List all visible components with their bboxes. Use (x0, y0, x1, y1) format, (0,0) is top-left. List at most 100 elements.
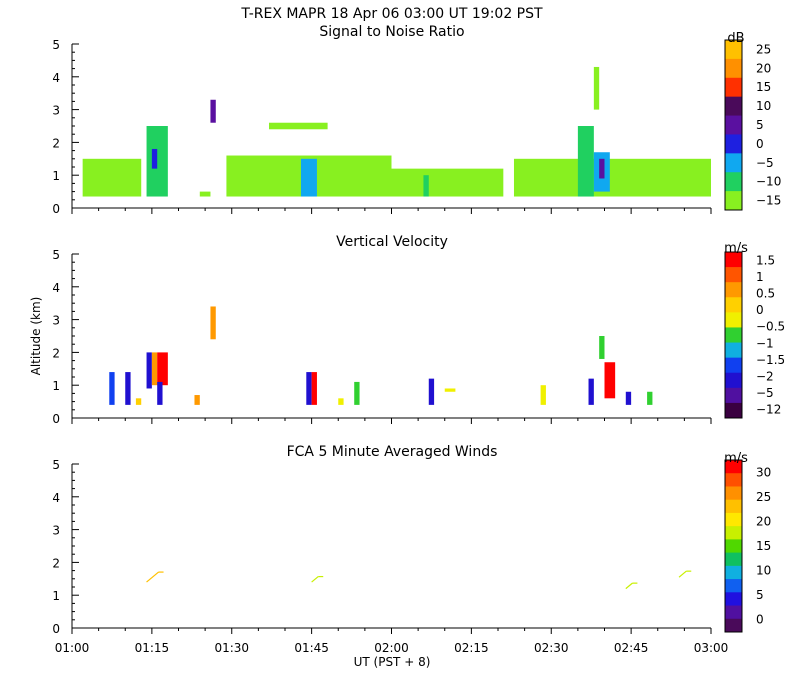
colorbar-label: −1 (756, 336, 774, 350)
colorbar-swatch (725, 372, 742, 389)
data-cell (109, 372, 115, 405)
data-cell (354, 381, 360, 405)
y-tick-label: 5 (52, 458, 60, 472)
colorbar-unit: m/s (724, 241, 748, 256)
colorbar-label: 1 (756, 270, 764, 284)
x-tick-label: 02:15 (454, 641, 489, 655)
y-tick-label: 0 (52, 622, 60, 636)
x-tick-labels: 01:00 01:15 01:30 01:45 02:00 02:15 02:30 02:45… (55, 641, 729, 655)
y-tick-label: 1 (52, 169, 60, 183)
x-axis-label: UT (PST + 8) (354, 655, 431, 669)
colorbar-swatch (725, 552, 742, 567)
colorbar-swatch (725, 402, 742, 419)
y-tick-label: 5 (52, 38, 60, 52)
colorbar-swatch (725, 486, 742, 501)
data-cell (647, 391, 653, 405)
colorbar-swatch (725, 115, 742, 135)
colorbar-swatch (725, 357, 742, 374)
y-tick-label: 4 (52, 491, 60, 505)
colorbar-label: −2 (756, 370, 774, 384)
data-cell (599, 158, 605, 179)
data-cell (444, 388, 456, 392)
colorbar-label: −1.5 (756, 353, 785, 367)
panel-title: FCA 5 Minute Averaged Winds (287, 444, 498, 460)
data-cell (125, 372, 131, 405)
colorbar-label: 5 (756, 588, 764, 602)
snr-panel: Signal to Noise Ratio 0 1 2 3 4 5 25 20 15 10 5 0 −5 −… (52, 24, 781, 216)
data-cell (269, 122, 328, 130)
colorbar-swatch (725, 312, 742, 328)
colorbar-label: 0 (756, 303, 764, 317)
data-cell (391, 168, 504, 197)
y-tick-label: 3 (52, 314, 60, 328)
colorbar-swatch (725, 565, 742, 580)
data-cell (428, 378, 435, 405)
data-cell (82, 158, 142, 197)
y-tick-label: 5 (52, 248, 60, 262)
colorbar-swatch (725, 526, 742, 540)
x-tick-label: 01:30 (214, 641, 249, 655)
colorbar-unit: dB (727, 31, 744, 46)
colorbar-label: 20 (756, 514, 771, 528)
x-tick-label: 03:00 (694, 641, 729, 655)
colorbar-swatch (725, 40, 742, 60)
data-cell (604, 362, 616, 399)
y-tick-label: 0 (52, 202, 60, 216)
data-cell (210, 306, 216, 340)
colorbar-swatch (725, 58, 742, 79)
colorbar-label: 15 (756, 80, 771, 94)
colorbar-swatch (725, 96, 742, 117)
colorbar-label: −12 (756, 403, 781, 417)
colorbar-swatch (725, 267, 742, 283)
figure-title: T-REX MAPR 18 Apr 06 03:00 UT 19:02 PST (240, 6, 543, 22)
colorbar-swatch (725, 327, 742, 344)
data-cell (423, 175, 429, 197)
colorbar-swatch (725, 172, 742, 192)
colorbar-frame (724, 459, 743, 633)
colorbar-label: 0.5 (756, 287, 775, 301)
colorbar-label: 15 (756, 539, 771, 553)
y-tick-label: 1 (52, 589, 60, 603)
colorbar-unit: m/s (724, 451, 748, 466)
y-tick-label: 3 (52, 524, 60, 538)
colorbar-label: 10 (756, 99, 771, 113)
colorbar-swatch (725, 252, 742, 268)
y-tick-label: 1 (52, 379, 60, 393)
colorbar-label: 0 (756, 613, 764, 627)
y-axis-label: Altitude (km) (29, 297, 43, 376)
colorbar-swatch (725, 579, 742, 593)
wind-barb (146, 571, 159, 583)
x-tick-label: 02:00 (374, 641, 409, 655)
data-cell (625, 391, 632, 405)
colorbar-label: 0 (756, 137, 764, 151)
data-cell (135, 398, 142, 405)
data-cell (338, 398, 344, 405)
colorbar-swatch (725, 77, 742, 98)
colorbar-swatch (725, 499, 742, 514)
colorbar-label: −5 (756, 156, 774, 170)
data-cell (540, 385, 546, 405)
y-tick-label: 2 (52, 556, 60, 570)
colorbar-frame (724, 39, 743, 211)
colorbar-swatch (725, 134, 742, 154)
x-tick-label: 02:45 (614, 641, 649, 655)
y-tick-label: 2 (52, 136, 60, 150)
y-tick-label: 0 (52, 412, 60, 426)
wind-barb (625, 582, 633, 590)
colorbar-label: 30 (756, 465, 771, 479)
data-cell (306, 372, 312, 405)
vertical-velocity-panel: Vertical Velocity 0 1 2 3 4 5 Altitude (km) 1.5 1… (29, 234, 785, 426)
colorbar-swatch (725, 460, 742, 474)
y-tick-label: 3 (52, 104, 60, 118)
colorbar-swatch (725, 473, 742, 487)
colorbar-label: −0.5 (756, 320, 785, 334)
colorbar-swatch (725, 592, 742, 607)
colorbar-swatch (725, 282, 742, 298)
y-tick-label: 4 (52, 281, 60, 295)
data-cell (194, 395, 200, 405)
data-cell (146, 352, 152, 389)
colorbar-label: 1.5 (756, 253, 775, 267)
colorbar-label: 25 (756, 490, 771, 504)
colorbar-swatch (725, 618, 742, 633)
